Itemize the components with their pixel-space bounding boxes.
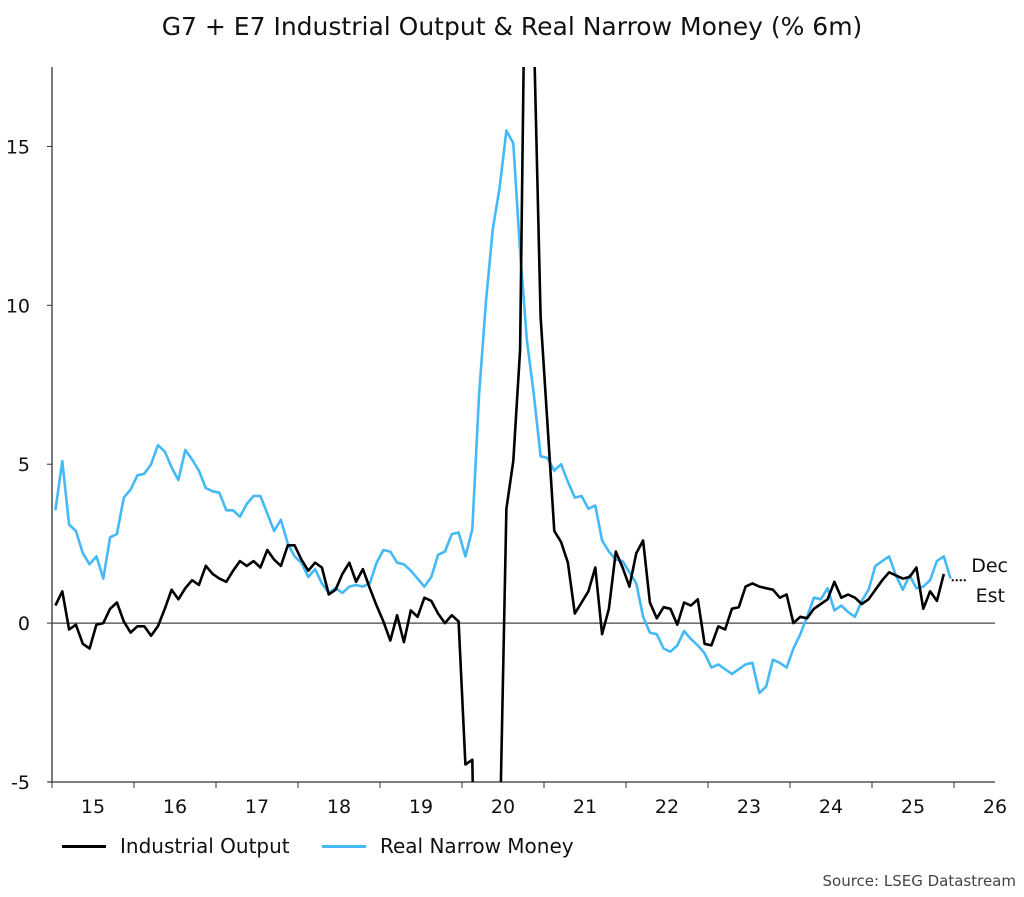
series-line-industrial-output [54, 66, 946, 783]
legend-swatch-black [62, 844, 106, 848]
x-tick-label: 19 [409, 796, 433, 818]
series-line-real-narrow-money [54, 129, 952, 695]
source-note: Source: LSEG Datastream [822, 872, 1016, 890]
legend-label: Real Narrow Money [380, 834, 574, 858]
annotation-est: Est [976, 585, 1005, 607]
x-tick-label: 22 [655, 796, 679, 818]
x-tick-label: 21 [573, 796, 597, 818]
x-tick-label: 17 [245, 796, 269, 818]
annotation-dec: Dec [971, 555, 1008, 577]
plot-area [54, 66, 952, 783]
x-tick-label: 23 [737, 796, 761, 818]
y-tick-label: 5 [18, 454, 30, 476]
x-tick-label: 16 [163, 796, 187, 818]
y-tick-label: 10 [6, 295, 30, 317]
legend-item-industrial-output: Industrial Output [62, 834, 290, 858]
legend-item-real-narrow-money: Real Narrow Money [322, 834, 574, 858]
chart-title: G7 + E7 Industrial Output & Real Narrow … [161, 12, 863, 41]
legend-swatch-blue [322, 844, 366, 848]
y-tick-label: -5 [11, 772, 30, 794]
x-tick-label: 26 [983, 796, 1007, 818]
x-tick-label: 15 [81, 796, 105, 818]
x-tick-label: 18 [327, 796, 351, 818]
x-tick-label: 24 [819, 796, 843, 818]
y-tick-label: 0 [18, 613, 30, 635]
y-tick-label: 15 [6, 136, 30, 158]
x-tick-label: 20 [491, 796, 515, 818]
legend-label: Industrial Output [120, 834, 290, 858]
x-tick-label: 25 [901, 796, 925, 818]
